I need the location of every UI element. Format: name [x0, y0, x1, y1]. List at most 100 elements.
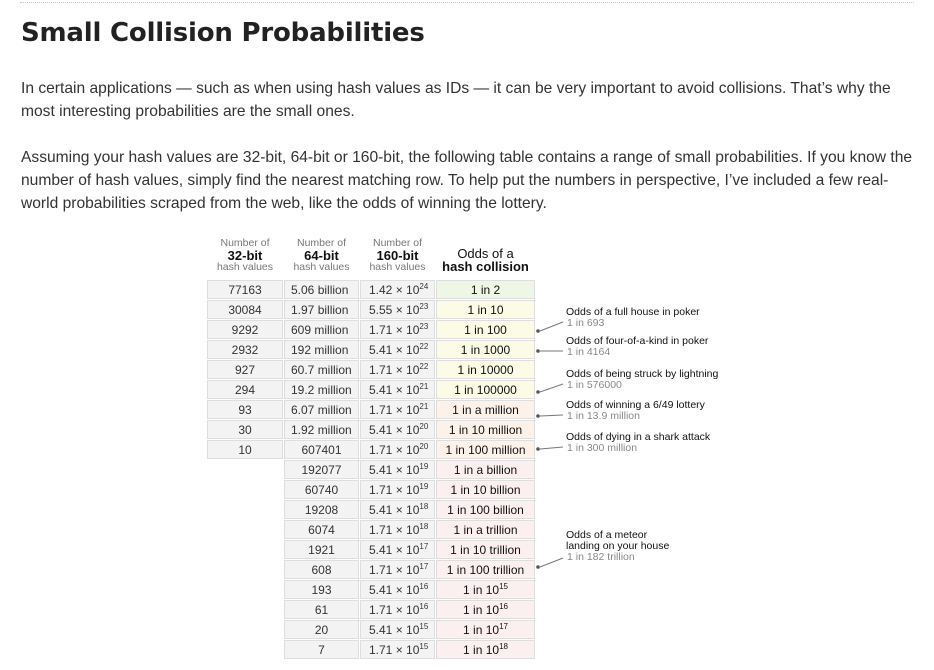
- odds-text: 1 in 10: [463, 603, 500, 617]
- mantissa: 5.41 × 10: [369, 343, 420, 357]
- leader-line: [539, 446, 564, 450]
- cell-odds: 1 in 100 trillion: [436, 560, 535, 579]
- cell-160bit: 1.71 × 1015: [360, 640, 435, 659]
- cell-64bit: 609 million: [284, 320, 359, 339]
- odds-exponent: 15: [499, 582, 508, 591]
- cell-160bit: 5.41 × 1016: [360, 580, 435, 599]
- cell-odds: 1 in 100000: [436, 380, 535, 399]
- annotation-odds: 1 in 576000: [567, 379, 622, 391]
- leader-dot: [536, 447, 540, 451]
- cell-odds: 1 in 10: [436, 300, 535, 319]
- leader-dot: [536, 565, 540, 569]
- cell-odds: 1 in 1018: [436, 640, 535, 659]
- odds-text: 1 in 10 trillion: [450, 543, 521, 557]
- annotation-odds: 1 in 300 million: [567, 442, 638, 454]
- mantissa: 5.41 × 10: [369, 503, 420, 517]
- annotation-title: Odds of a meteor: [566, 529, 648, 541]
- exponent: 20: [419, 422, 429, 431]
- exponent: 17: [419, 562, 429, 571]
- annotation-title: Odds of winning a 6/49 lottery: [566, 399, 705, 411]
- cell-odds: 1 in a trillion: [436, 520, 535, 539]
- cell-160bit: 1.71 × 1023: [360, 320, 435, 339]
- cell-odds: 1 in 100 million: [436, 440, 535, 459]
- annotation-title-line2: landing on your house: [566, 540, 670, 552]
- leader-dot: [536, 414, 540, 418]
- cell-32bit: 30: [207, 420, 283, 439]
- annotation-title: Odds of four-of-a-kind in poker: [566, 335, 709, 347]
- leader-line: [539, 383, 564, 393]
- cell-32bit: 9292: [207, 320, 283, 339]
- odds-exponent: 16: [499, 602, 508, 611]
- cell-odds: 1 in a billion: [436, 460, 535, 479]
- mantissa: 5.41 × 10: [369, 463, 420, 477]
- cell-64bit: 19208: [284, 500, 359, 519]
- exponent: 16: [419, 602, 429, 611]
- table-intro-paragraph: Assuming your hash values are 32-bit, 64…: [21, 149, 913, 212]
- annotation: Odds of a full house in poker 1 in 693: [566, 307, 700, 329]
- odds-text: 1 in a million: [452, 403, 519, 417]
- cell-32bit: 77163: [207, 280, 283, 299]
- mantissa: 5.41 × 10: [369, 423, 420, 437]
- cell-32bit: 93: [207, 400, 283, 419]
- cell-odds: 1 in 10 million: [436, 420, 535, 439]
- header-32bit-top: Number of: [220, 237, 270, 249]
- section-heading: Small Collision Probabilities: [21, 18, 425, 48]
- mantissa: 1.71 × 10: [369, 403, 420, 417]
- cell-160bit: 1.71 × 1021: [360, 400, 435, 419]
- header-odds: Odds of a hash collision: [436, 247, 535, 273]
- mantissa: 5.55 × 10: [369, 303, 420, 317]
- odds-text: 1 in 10: [467, 303, 504, 317]
- cell-64bit: 7: [284, 640, 359, 659]
- cell-64bit: 192077: [284, 460, 359, 479]
- exponent: 23: [419, 302, 429, 311]
- mantissa: 5.41 × 10: [369, 623, 420, 637]
- cell-odds: 1 in 1016: [436, 600, 535, 619]
- cell-64bit: 1.92 million: [284, 420, 359, 439]
- mantissa: 5.41 × 10: [369, 543, 420, 557]
- odds-text: 1 in 1000: [460, 343, 511, 357]
- odds-text: 1 in 10000: [457, 363, 514, 377]
- annotation: Odds of winning a 6/49 lottery 1 in 13.9 …: [566, 400, 705, 422]
- exponent: 18: [419, 522, 429, 531]
- collision-probability-table: Number of 32-bit hash values Number of 6…: [207, 238, 737, 666]
- leader-dot: [536, 329, 540, 333]
- header-odds-label: hash collision: [442, 259, 529, 274]
- header-32bit: Number of 32-bit hash values: [207, 238, 283, 273]
- leader-dot: [536, 349, 540, 353]
- mantissa: 1.71 × 10: [369, 443, 420, 457]
- cell-64bit: 60740: [284, 480, 359, 499]
- odds-text: 1 in 100 billion: [447, 503, 524, 517]
- leader-dot: [536, 390, 540, 394]
- annotation: Odds of a meteor landing on your house 1 i…: [566, 530, 669, 563]
- cell-64bit: 607401: [284, 440, 359, 459]
- exponent: 16: [419, 582, 429, 591]
- exponent: 18: [419, 502, 429, 511]
- header-odds-top: Odds of a: [457, 246, 514, 261]
- annotation-title: Odds of dying in a shark attack: [566, 431, 711, 443]
- cell-odds: 1 in 10000: [436, 360, 535, 379]
- annotation-odds: 1 in 182 trillion: [567, 551, 635, 563]
- cell-odds: 1 in 1000: [436, 340, 535, 359]
- exponent: 17: [419, 542, 429, 551]
- mantissa: 5.41 × 10: [369, 383, 420, 397]
- top-divider: [20, 2, 914, 3]
- annotation: Odds of being struck by lightning 1 in 57…: [566, 369, 718, 391]
- exponent: 22: [419, 362, 429, 371]
- cell-64bit: 60.7 million: [284, 360, 359, 379]
- cell-odds: 1 in 10 billion: [436, 480, 535, 499]
- cell-160bit: 1.71 × 1017: [360, 560, 435, 579]
- cell-160bit: 5.41 × 1017: [360, 540, 435, 559]
- header-160bit-label: 160-bit: [376, 248, 419, 263]
- cell-160bit: 5.55 × 1023: [360, 300, 435, 319]
- header-160bit-top: Number of: [372, 237, 423, 249]
- odds-text: 1 in 100 million: [445, 443, 526, 457]
- odds-text: 1 in a billion: [453, 463, 518, 477]
- odds-text: 1 in 100000: [454, 383, 517, 397]
- cell-160bit: 5.41 × 1020: [360, 420, 435, 439]
- cell-odds: 1 in a million: [436, 400, 535, 419]
- cell-32bit: 294: [207, 380, 283, 399]
- cell-160bit: 1.71 × 1018: [360, 520, 435, 539]
- annotation-odds: 1 in 4164: [567, 346, 611, 358]
- exponent: 21: [419, 382, 429, 391]
- header-64bit: Number of 64-bit hash values: [284, 238, 359, 273]
